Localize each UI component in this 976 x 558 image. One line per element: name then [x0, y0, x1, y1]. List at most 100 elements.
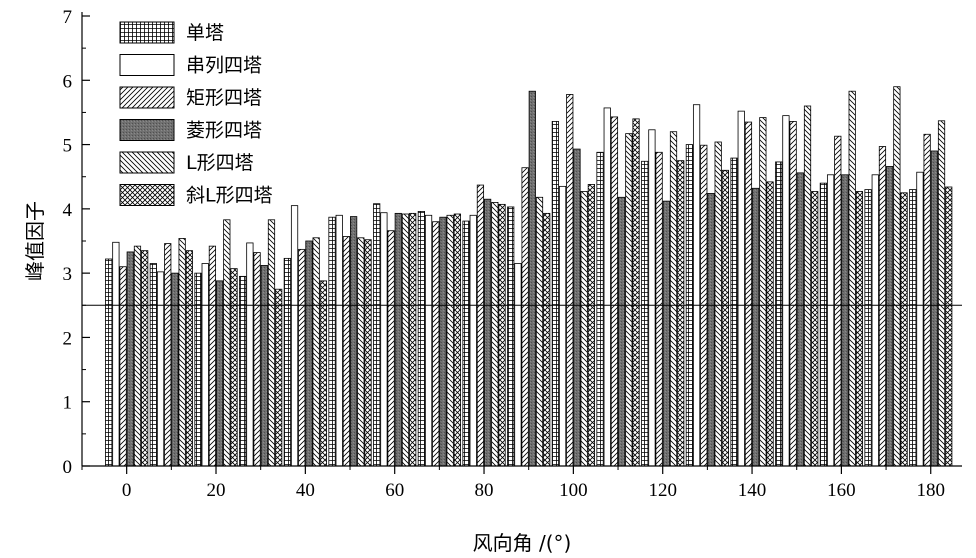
bar-3-angle-10 — [164, 243, 172, 467]
bar-6-angle-110 — [632, 118, 640, 467]
bar-2-angle-120 — [648, 129, 656, 467]
bar-2-angle-170 — [871, 174, 879, 467]
bar-2-angle-60 — [380, 212, 388, 467]
bar-2-angle-110 — [603, 107, 611, 467]
y-tick-label: 4 — [63, 200, 73, 221]
bar-6-angle-120 — [677, 160, 685, 467]
legend-label-4: 菱形四塔 — [186, 120, 262, 142]
bar-6-angle-180 — [945, 186, 953, 467]
y-axis-title: 峰值因子 — [23, 201, 47, 281]
bar-4-angle-180 — [930, 150, 938, 467]
bar-4-angle-40 — [305, 240, 313, 467]
bar-4-angle-60 — [394, 212, 402, 467]
legend-label-1: 单塔 — [186, 22, 224, 44]
bar-6-angle-80 — [498, 203, 506, 467]
bar-1-angle-90 — [507, 206, 515, 467]
bar-6-angle-30 — [275, 288, 283, 467]
bar-5-angle-150 — [803, 105, 812, 467]
bar-5-angle-110 — [625, 133, 633, 467]
x-tick-label: 120 — [648, 480, 677, 501]
x-tick-label: 100 — [559, 480, 588, 501]
bar-3-angle-150 — [789, 121, 797, 467]
bar-3-angle-140 — [744, 121, 753, 467]
bar-3-angle-60 — [387, 230, 395, 467]
bar-3-angle-70 — [432, 221, 440, 467]
bar-2-angle-100 — [558, 185, 567, 467]
x-tick-label: 80 — [475, 480, 494, 501]
legend-swatch-5 — [119, 151, 175, 174]
bar-6-angle-100 — [587, 184, 595, 467]
bar-5-angle-50 — [357, 237, 365, 467]
legend-swatch-2 — [119, 54, 175, 76]
x-tick-label: 20 — [207, 480, 226, 501]
bar-4-angle-120 — [662, 200, 670, 467]
bar-3-angle-100 — [566, 94, 574, 467]
bar-3-angle-160 — [834, 135, 842, 467]
bar-1-angle-50 — [328, 216, 336, 467]
bar-6-angle-60 — [409, 212, 417, 467]
bar-4-angle-140 — [752, 187, 760, 467]
bar-1-angle-170 — [864, 189, 872, 467]
legend-label-2: 串列四塔 — [186, 55, 262, 77]
bar-1-angle-160 — [819, 182, 827, 467]
bar-5-angle-40 — [312, 237, 320, 467]
x-tick-label: 60 — [385, 480, 404, 501]
x-tick-label: 160 — [827, 480, 856, 501]
bar-1-angle-150 — [775, 161, 783, 467]
bar-2-angle-130 — [692, 104, 701, 467]
bar-2-angle-20 — [201, 263, 209, 467]
bar-3-angle-80 — [476, 184, 485, 467]
legend-swatch-4 — [119, 119, 175, 141]
bar-4-angle-50 — [350, 216, 358, 467]
bar-2-angle-90 — [514, 263, 522, 467]
bar-2-angle-40 — [290, 205, 299, 467]
bar-4-angle-30 — [260, 265, 268, 467]
bar-2-angle-10 — [156, 271, 165, 467]
bar-6-angle-0 — [141, 250, 149, 467]
bar-3-angle-20 — [208, 245, 217, 467]
legend-label-5: L形四塔 — [186, 152, 254, 174]
y-tick-label: 0 — [63, 457, 73, 478]
bar-2-angle-150 — [782, 115, 790, 467]
y-tick-label: 6 — [63, 71, 73, 92]
legend-label-6: 斜L形四塔 — [186, 185, 273, 207]
bar-1-angle-140 — [730, 157, 738, 467]
y-tick-label: 5 — [63, 136, 73, 157]
bar-4-angle-10 — [171, 272, 179, 467]
y-tick-label: 7 — [63, 7, 73, 28]
x-tick-label: 40 — [296, 480, 315, 501]
bar-6-angle-50 — [364, 239, 372, 467]
bar-2-angle-140 — [737, 110, 745, 467]
bar-4-angle-90 — [528, 90, 536, 467]
bar-6-angle-150 — [811, 191, 819, 467]
bar-1-angle-110 — [596, 151, 604, 467]
bar-5-angle-180 — [937, 120, 946, 467]
bar-6-angle-40 — [319, 280, 327, 467]
bar-6-angle-160 — [855, 191, 863, 467]
bar-1-angle-70 — [417, 211, 425, 467]
bars-group — [105, 86, 953, 467]
bar-6-angle-130 — [721, 169, 729, 467]
bar-5-angle-80 — [491, 202, 499, 467]
bar-4-angle-160 — [841, 174, 849, 467]
bar-6-angle-90 — [543, 212, 551, 467]
bar-3-angle-170 — [878, 146, 887, 467]
y-tick-label: 2 — [63, 328, 73, 349]
bar-5-angle-0 — [133, 245, 142, 467]
legend-swatch-1 — [119, 21, 175, 44]
bar-1-angle-0 — [105, 258, 113, 467]
bar-3-angle-40 — [298, 248, 306, 467]
bar-5-angle-60 — [401, 213, 410, 467]
bar-1-angle-60 — [373, 203, 381, 467]
legend-swatch-6 — [119, 184, 175, 206]
legend-swatch-3 — [119, 86, 175, 109]
bar-3-angle-120 — [655, 151, 663, 467]
bar-5-angle-160 — [848, 90, 856, 467]
bar-2-angle-50 — [335, 214, 343, 467]
x-axis-title: 风向角 /(°) — [473, 531, 572, 555]
bar-4-angle-130 — [707, 193, 715, 467]
bar-4-angle-70 — [439, 216, 447, 467]
x-tick-label: 180 — [916, 480, 945, 501]
